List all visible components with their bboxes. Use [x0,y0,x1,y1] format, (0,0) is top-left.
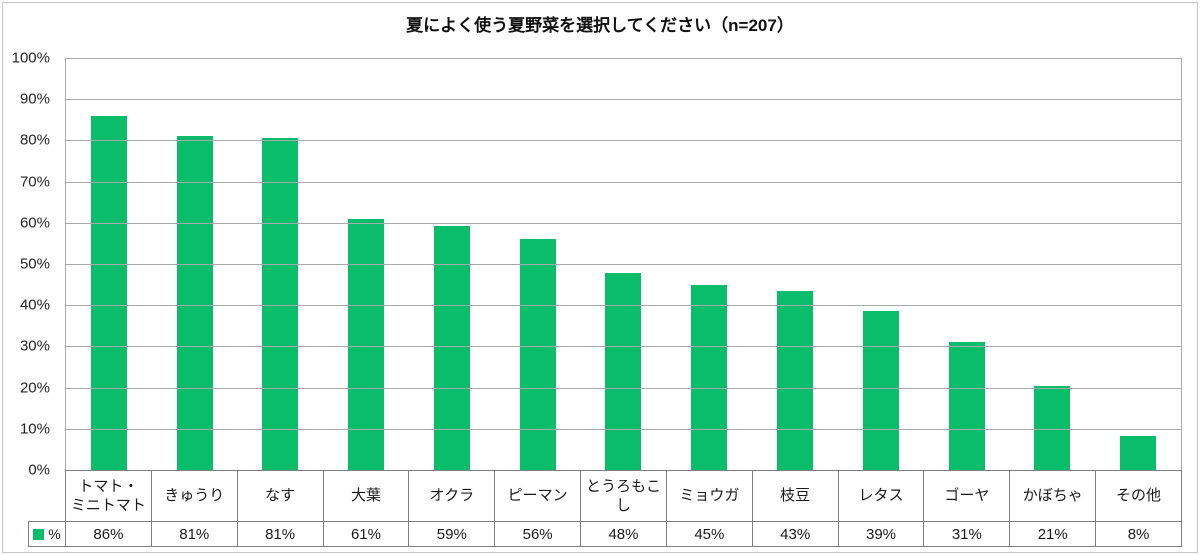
y-axis-tick-label: 50% [19,255,50,273]
chart-title: 夏によく使う夏野菜を選択してください（n=207） [406,16,794,35]
y-axis-tick-label: 20% [19,379,50,397]
value-row: 86% 81% 81% 61% 59% 56% 48% 45% 43% 39% 31% 21% 8% [66,522,1181,546]
bar [862,311,899,470]
value-cell: 86% [93,525,124,543]
value-cell: 45% [665,522,752,546]
category-cell: その他 [1095,471,1181,521]
category-cell: ゴーヤ [923,471,1009,521]
value-cell: 39% [837,522,924,546]
bar [519,239,556,470]
legend-series-label: % [48,526,61,542]
bar [777,291,813,470]
gridline [66,222,1181,224]
bar [1120,436,1157,470]
category-cell: レタス [837,471,924,521]
bar [90,115,127,470]
category-cell: なす [236,471,323,521]
category-cell: トマト・ ミニトマト [70,477,146,515]
bar-column [1009,58,1095,470]
value-cell: 81% [150,522,237,546]
y-axis-tick-label: 10% [19,420,50,438]
plot-area [65,58,1182,470]
value-cell: 81% [236,522,323,546]
bar [605,273,642,470]
y-axis-tick-label: 80% [19,131,50,149]
bar-column [66,58,152,470]
gridline [66,99,1181,101]
bar [176,136,213,470]
bar [1034,385,1071,470]
y-axis-tick-label: 100% [11,49,50,67]
y-axis-tick-label: 90% [19,90,50,108]
bar-column [323,58,409,470]
category-cell: 大葉 [322,471,409,521]
data-table: トマト・ ミニトマト きゅうり なす 大葉 オクラ ピーマン とうろもこし ミョウガ 枝豆 レタス… [65,470,1182,547]
category-row: トマト・ ミニトマト きゅうり なす 大葉 オクラ ピーマン とうろもこし ミョウガ 枝豆 レタス… [66,471,1181,522]
value-cell: 43% [751,522,838,546]
category-cell: ピーマン [494,471,580,521]
legend-cell: % [28,521,66,547]
category-cell: 枝豆 [751,471,838,521]
value-cell: 59% [408,522,494,546]
bar [948,342,985,470]
legend-color-swatch-icon [33,528,45,540]
bar-column [152,58,238,470]
bar-column [1095,58,1181,470]
bar-column [752,58,838,470]
gridline [66,181,1181,183]
bar-column [838,58,924,470]
bar [433,225,470,470]
y-axis-tick-label: 40% [19,296,50,314]
gridline [66,58,1181,59]
gridline [66,264,1181,265]
category-cell: オクラ [408,471,494,521]
bar-column [238,58,324,470]
value-cell: 31% [923,522,1009,546]
value-cell: 48% [580,522,666,546]
bar [348,219,385,470]
bar-column [666,58,752,470]
gridline [66,140,1181,142]
gridline [66,387,1181,389]
y-axis-tick-label: 30% [19,337,50,355]
value-cell: 61% [322,522,409,546]
y-axis-tick-label: 60% [19,214,50,232]
value-cell: 56% [494,522,580,546]
bar [262,138,299,470]
value-cell: 21% [1009,522,1095,546]
gridline [66,346,1181,348]
bar-column [495,58,581,470]
category-cell: きゅうり [150,471,237,521]
bar [691,285,728,470]
gridline [66,305,1181,307]
category-cell: とうろもこし [580,471,666,521]
category-cell: かぼちゃ [1009,471,1095,521]
y-axis: 0% 10% 20% 30% 40% 50% 60% 70% 80% 90% 100% [0,51,50,478]
y-axis-tick-label: 0% [28,461,50,479]
gridline [66,428,1181,430]
y-axis-tick-label: 70% [19,173,50,191]
value-cell: 8% [1095,522,1181,546]
bar-column [924,58,1010,470]
category-cell: ミョウガ [665,471,752,521]
